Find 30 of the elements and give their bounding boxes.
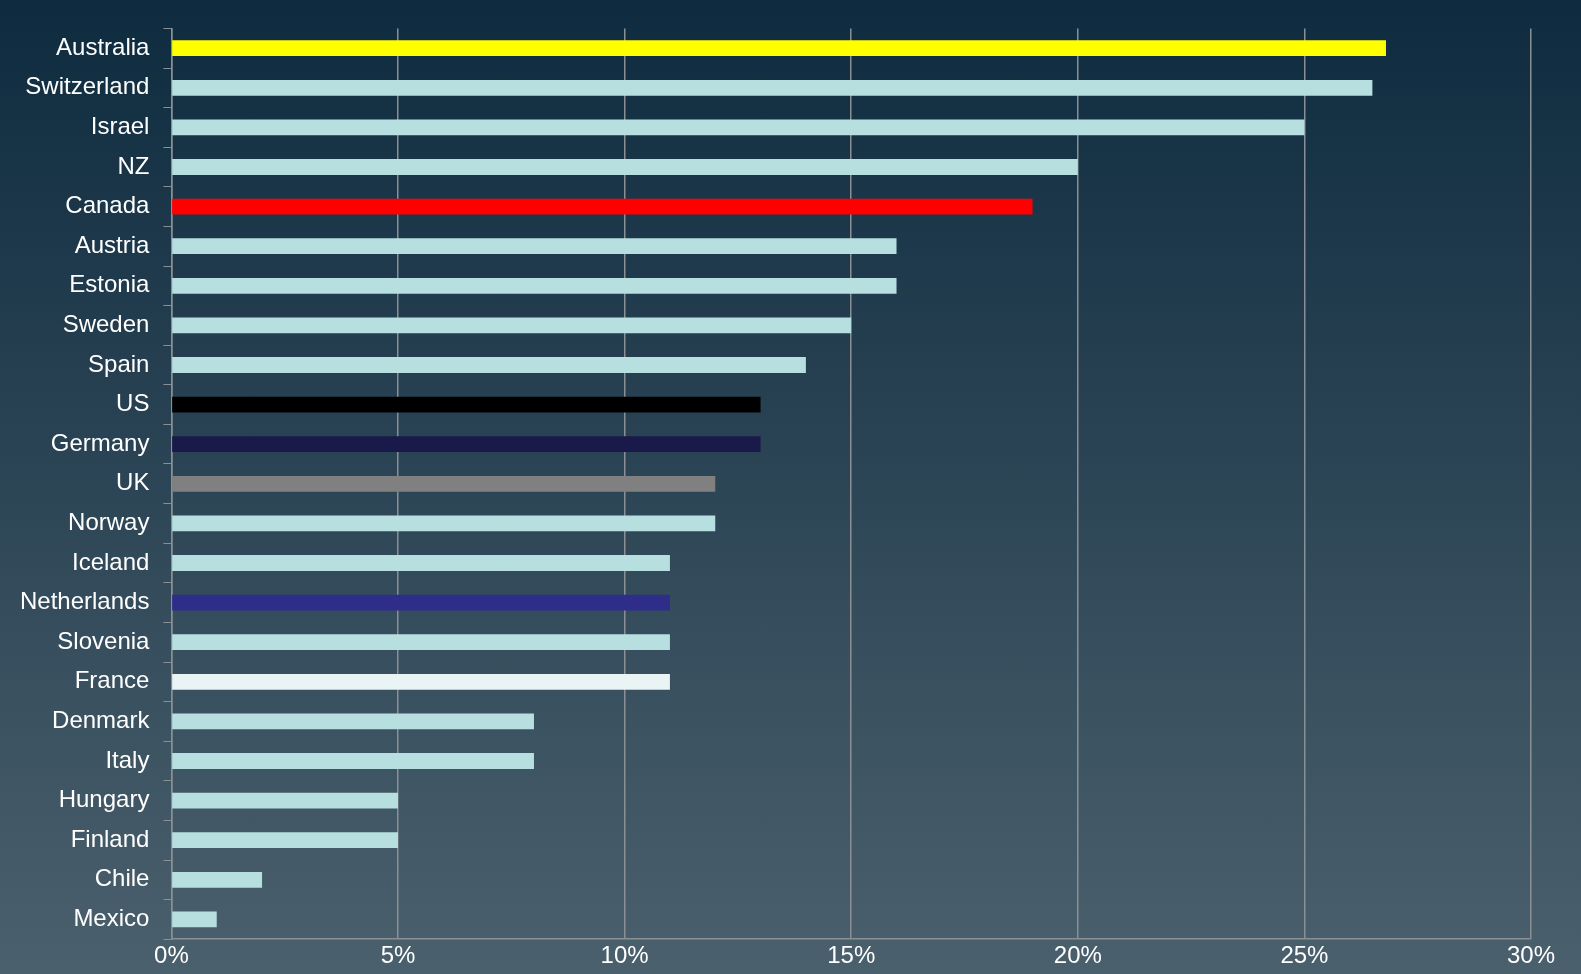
y-tick-label: Italy: [105, 745, 150, 773]
y-tick-label: Israel: [90, 112, 150, 140]
y-tick-label: France: [74, 666, 150, 694]
y-tick-label: Australia: [56, 32, 151, 60]
y-tick-label: NZ: [117, 151, 150, 179]
y-tick-label: US: [116, 389, 150, 417]
x-tick-label: 5%: [380, 941, 416, 969]
x-tick-label: 10%: [600, 941, 649, 969]
y-tick-label: Slovenia: [57, 626, 151, 654]
y-tick-label: Sweden: [62, 310, 150, 338]
y-tick-label: Finland: [70, 824, 150, 852]
y-tick-label: Denmark: [52, 706, 151, 734]
x-tick-label: 20%: [1053, 941, 1102, 969]
y-tick-label: Netherlands: [19, 587, 150, 615]
y-tick-label: Hungary: [58, 785, 150, 813]
y-tick-label: Estonia: [69, 270, 151, 298]
y-tick-label: Canada: [65, 191, 151, 219]
y-tick-label: Iceland: [72, 547, 150, 575]
y-tick-label: Chile: [94, 864, 150, 892]
y-tick-label: Norway: [68, 508, 150, 536]
y-tick-label: UK: [116, 468, 150, 496]
y-tick-label: Spain: [88, 349, 150, 377]
x-tick-label: 15%: [827, 941, 876, 969]
y-tick-label: Austria: [74, 230, 151, 258]
x-tick-label: 0%: [154, 941, 189, 969]
y-tick-label: Mexico: [73, 904, 150, 932]
y-tick-label: Germany: [50, 428, 150, 456]
y-tick-label: Switzerland: [25, 72, 150, 100]
x-tick-label: 30%: [1506, 941, 1556, 969]
x-tick-label: 25%: [1280, 941, 1329, 969]
